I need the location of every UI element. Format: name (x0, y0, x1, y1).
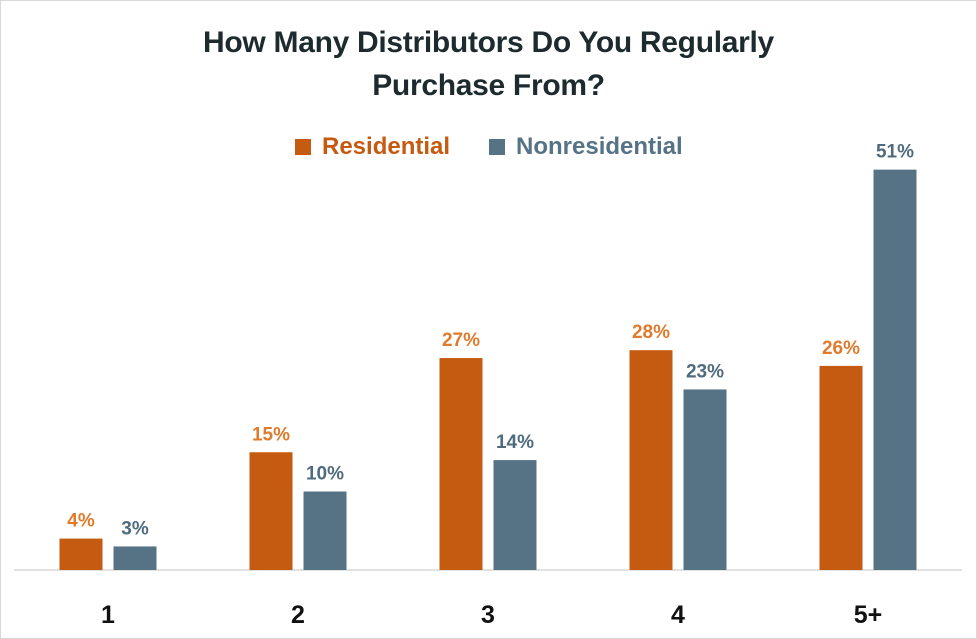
data-label-residential-5: 26% (822, 338, 860, 359)
data-label-nonresidential-5: 51% (876, 142, 914, 163)
data-label-nonresidential-1: 3% (121, 518, 149, 539)
bar-nonresidential-4 (683, 389, 727, 570)
category-label-3: 3 (481, 601, 495, 629)
chart-title-line-1: How Many Distributors Do You Regularly (203, 26, 774, 59)
bar-nonresidential-1 (113, 546, 157, 570)
legend-item-nonresidential: Nonresidential (489, 130, 683, 164)
bar-nonresidential-2 (303, 491, 347, 570)
legend-swatch-nonresidential (489, 139, 505, 155)
category-label-5: 5+ (854, 601, 883, 629)
data-label-residential-1: 4% (67, 511, 95, 532)
data-label-nonresidential-2: 10% (306, 464, 344, 485)
legend-item-residential: Residential (295, 130, 450, 164)
bar-residential-2 (249, 452, 293, 570)
category-label-1: 1 (101, 601, 115, 629)
legend-label-nonresidential: Nonresidential (516, 133, 683, 160)
data-label-nonresidential-4: 23% (686, 361, 724, 382)
bar-residential-1 (59, 538, 103, 570)
bar-nonresidential-3 (493, 460, 537, 570)
bar-nonresidential-5 (873, 169, 917, 570)
chart-title-line-2: Purchase From? (372, 69, 605, 102)
data-label-nonresidential-3: 14% (496, 432, 534, 453)
data-label-residential-4: 28% (632, 322, 670, 343)
bar-residential-5 (819, 365, 863, 570)
bar-residential-3 (439, 358, 483, 570)
legend-label-residential: Residential (322, 133, 451, 160)
data-label-residential-3: 27% (442, 330, 480, 351)
bar-residential-4 (629, 350, 673, 570)
category-label-2: 2 (291, 601, 305, 629)
category-label-4: 4 (671, 601, 685, 629)
legend-swatch-residential (295, 139, 311, 155)
data-label-residential-2: 15% (252, 424, 290, 445)
